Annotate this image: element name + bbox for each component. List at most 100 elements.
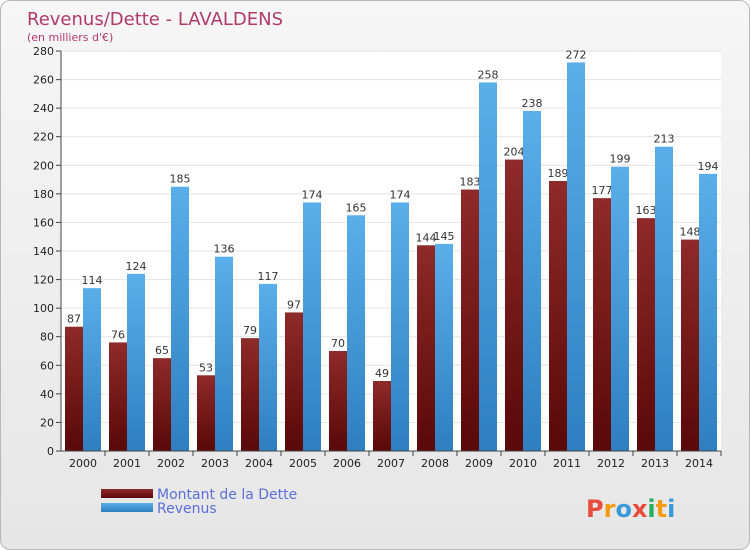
- revenue-bar: [567, 62, 585, 452]
- x-tick-label: 2006: [333, 457, 361, 470]
- x-tick-label: 2007: [377, 457, 405, 470]
- data-label: 174: [390, 188, 411, 201]
- data-label: 194: [698, 160, 719, 173]
- data-label: 145: [434, 230, 455, 243]
- y-tick-label: 120: [33, 274, 54, 287]
- revenue-bar: [479, 82, 497, 451]
- debt-bar: [593, 198, 611, 451]
- y-tick-label: 200: [33, 159, 54, 172]
- revenue-bar: [259, 283, 277, 451]
- x-tick-label: 2008: [421, 457, 449, 470]
- data-label: 144: [416, 231, 437, 244]
- data-label: 65: [155, 344, 169, 357]
- revenue-bar: [655, 146, 673, 451]
- x-tick-label: 2004: [245, 457, 273, 470]
- debt-bar: [285, 312, 303, 451]
- y-tick-label: 140: [33, 245, 54, 258]
- debt-bar: [329, 351, 347, 451]
- revenue-bar: [611, 166, 629, 451]
- x-tick-label: 2000: [69, 457, 97, 470]
- data-label: 70: [331, 337, 345, 350]
- proxiti-logo: Proxiti: [586, 495, 675, 523]
- x-tick-label: 2001: [113, 457, 141, 470]
- x-tick-label: 2012: [597, 457, 625, 470]
- revenue-bar: [347, 215, 365, 451]
- debt-bar: [65, 326, 83, 451]
- bars: 87 114 76 124 65 185 53 136 79 117 97 174 70 165 49 174…: [65, 48, 719, 452]
- data-label: 53: [199, 361, 213, 374]
- debt-bar: [461, 189, 479, 452]
- debt-bar: [637, 218, 655, 451]
- y-tick-label: 100: [33, 302, 54, 315]
- data-label: 199: [610, 153, 631, 166]
- debt-bar: [241, 338, 259, 451]
- y-tick-label: 20: [40, 416, 54, 429]
- data-label: 124: [126, 260, 147, 273]
- data-label: 79: [243, 324, 257, 337]
- debt-bar: [417, 245, 435, 451]
- y-tick-label: 160: [33, 216, 54, 229]
- legend-label: Revenus: [157, 501, 217, 517]
- data-label: 189: [548, 167, 569, 180]
- data-label: 97: [287, 298, 301, 311]
- data-label: 258: [478, 68, 499, 81]
- data-label: 76: [111, 328, 125, 341]
- debt-bar: [153, 358, 171, 451]
- y-tick-label: 60: [40, 359, 54, 372]
- revenue-bar: [171, 186, 189, 451]
- debt-bar: [197, 375, 215, 451]
- revenue-bar: [391, 202, 409, 451]
- debt-bar: [373, 381, 391, 451]
- x-axis: 2000 2001 2002 2003 2004 2005 2006 2007 2008 2009…: [61, 450, 722, 470]
- x-tick-label: 2005: [289, 457, 317, 470]
- data-label: 114: [82, 274, 103, 287]
- legend-label: Montant de la Dette: [157, 487, 297, 503]
- revenue-bar: [83, 288, 101, 451]
- chart-title: Revenus/Dette - LAVALDENS: [27, 9, 283, 30]
- data-label: 117: [258, 270, 279, 283]
- y-tick-label: 0: [47, 445, 54, 458]
- legend-swatch: [101, 503, 153, 512]
- data-label: 177: [592, 184, 613, 197]
- data-label: 148: [680, 226, 701, 239]
- data-label: 163: [636, 204, 657, 217]
- revenue-bar: [523, 111, 541, 451]
- y-tick-label: 180: [33, 188, 54, 201]
- data-label: 87: [67, 313, 81, 326]
- y-tick-label: 220: [33, 131, 54, 144]
- x-tick-label: 2010: [509, 457, 537, 470]
- revenue-bar: [127, 273, 145, 451]
- data-label: 185: [170, 173, 191, 186]
- revenue-bar: [435, 243, 453, 451]
- y-tick-label: 260: [33, 74, 54, 87]
- x-tick-label: 2014: [685, 457, 713, 470]
- data-label: 272: [566, 48, 587, 61]
- data-label: 174: [302, 188, 323, 201]
- y-tick-label: 280: [33, 45, 54, 58]
- y-tick-label: 240: [33, 102, 54, 115]
- data-label: 165: [346, 201, 367, 214]
- data-label: 136: [214, 243, 235, 256]
- revenue-bar: [303, 202, 321, 451]
- debt-bar: [505, 159, 523, 452]
- debt-bar: [549, 181, 567, 451]
- y-tick-label: 80: [40, 331, 54, 344]
- debt-bar: [681, 239, 699, 451]
- legend-swatch: [101, 489, 153, 498]
- debt-bar: [109, 342, 127, 451]
- data-label: 238: [522, 97, 543, 110]
- data-label: 183: [460, 176, 481, 189]
- revenue-bar: [699, 173, 717, 451]
- x-tick-label: 2003: [201, 457, 229, 470]
- y-axis: 0 20 40 60 80 100 120 140 160 180 200 220 240 260 280: [33, 45, 62, 458]
- x-tick-label: 2009: [465, 457, 493, 470]
- proxiti-logo-text: Proxiti: [586, 495, 675, 523]
- revenue-bar: [215, 256, 233, 451]
- data-label: 49: [375, 367, 389, 380]
- chart-subtitle: (en milliers d'€): [27, 31, 113, 44]
- x-tick-label: 2002: [157, 457, 185, 470]
- data-label: 204: [504, 146, 525, 159]
